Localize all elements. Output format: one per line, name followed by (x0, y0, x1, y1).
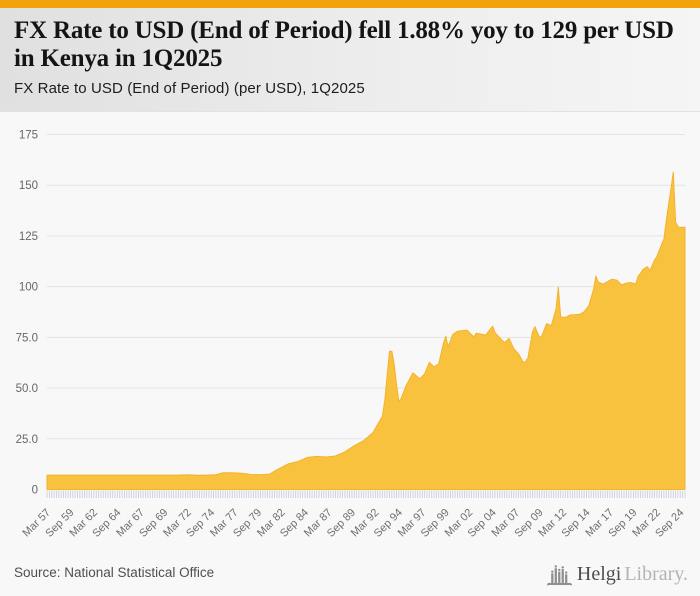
chart-area: 0 25.0 50.0 75.0 100 125 150 175 Mar 57 Sep 59 Mar… (0, 112, 700, 556)
y-tick-label: 125 (19, 231, 38, 243)
footer: Source: National Statistical Office Helg… (0, 556, 700, 596)
y-tick-label: 100 (19, 282, 38, 294)
source-note: Source: National Statistical Office (14, 565, 215, 580)
chart-header: FX Rate to USD (End of Period) fell 1.88… (0, 8, 700, 112)
y-tick-label: 25.0 (16, 434, 38, 446)
y-tick-label: 75.0 (16, 332, 38, 344)
helgilibrary-logo: Helgi Library. (546, 559, 688, 589)
y-tick-label: 175 (19, 130, 38, 142)
y-tick-label: 150 (19, 180, 38, 192)
logo-text-library: Library. (624, 562, 688, 585)
accent-top-bar (0, 0, 700, 8)
y-tick-label: 50.0 (16, 383, 38, 395)
fx-rate-area-series (46, 171, 686, 490)
logo-text-helgi: Helgi (576, 562, 622, 585)
helgilibrary-logo-icon (546, 565, 572, 586)
chart-subtitle: FX Rate to USD (End of Period) (per USD)… (14, 80, 365, 97)
page-title: FX Rate to USD (End of Period) fell 1.88… (14, 17, 674, 72)
y-tick-label: 0 (32, 485, 38, 497)
